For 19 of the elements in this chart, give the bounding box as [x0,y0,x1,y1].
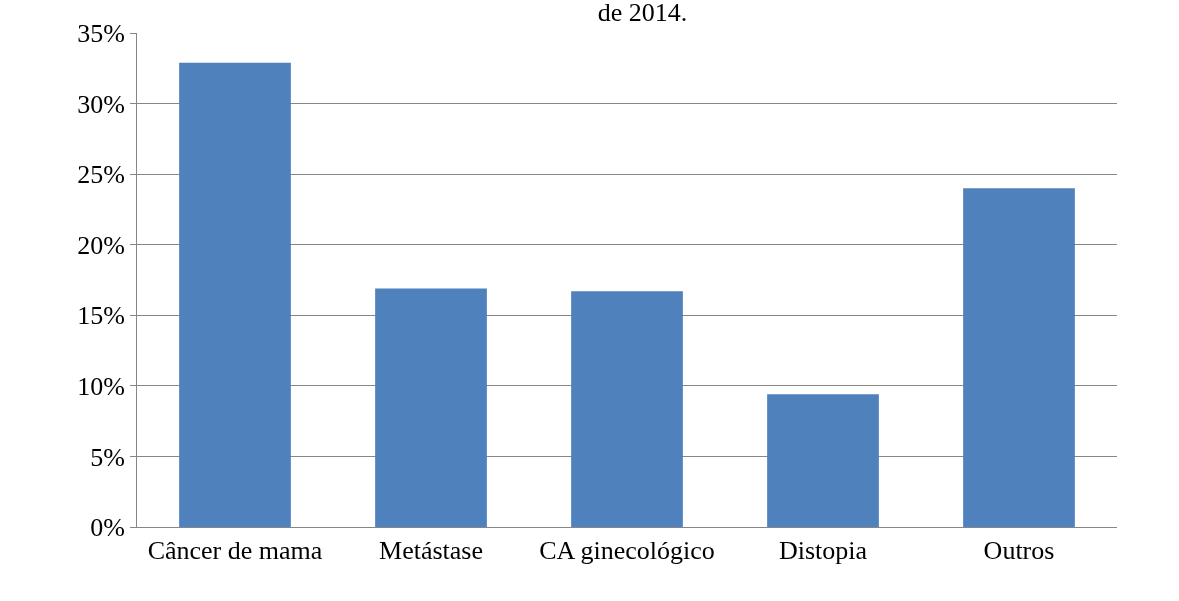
bar [767,394,879,527]
bar [571,291,683,527]
bar [963,188,1075,527]
y-tick-label: 30% [77,89,125,119]
y-tick-label: 10% [77,371,125,401]
y-tick-label: 20% [77,230,125,260]
x-tick-label: Metástase [379,536,483,566]
chart-title: de 2014. [597,0,688,28]
y-tick-label: 25% [77,160,125,190]
y-tick-label: 5% [90,442,125,472]
y-tick-label: 35% [77,19,125,49]
y-tick-label: 0% [90,513,125,543]
bar [375,288,487,527]
x-tick-label: Câncer de mama [147,536,323,566]
x-tick-label: Outros [983,536,1055,566]
y-tick-label: 15% [77,301,125,331]
bar [179,62,291,527]
x-tick-label: CA ginecológico [539,536,715,566]
x-tick-label: Distopia [778,536,868,566]
